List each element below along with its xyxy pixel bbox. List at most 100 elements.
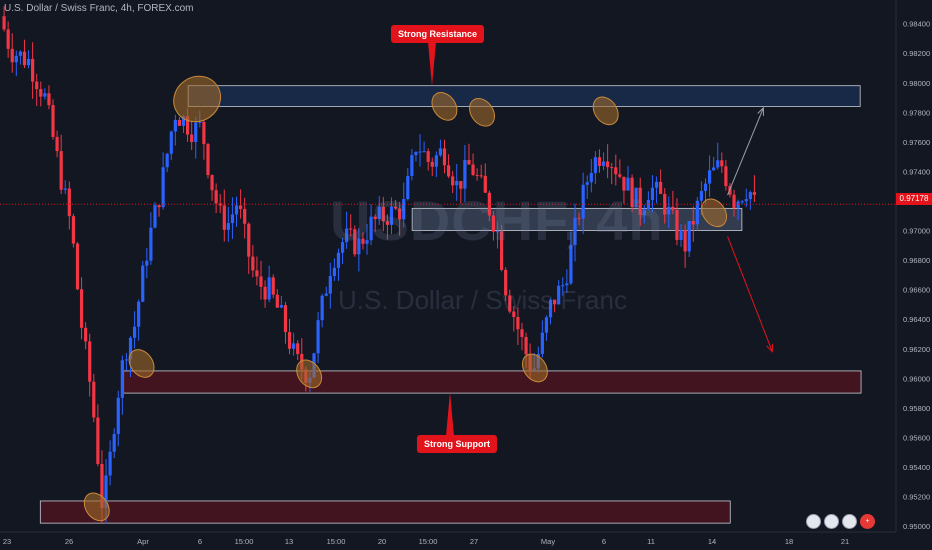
touch-ellipse [128, 349, 155, 378]
time-tick-label: May [541, 537, 555, 546]
candle-body [634, 187, 638, 208]
candle-body [581, 184, 585, 219]
candle-body [455, 181, 459, 186]
candle-body [2, 16, 6, 30]
candle-body [332, 267, 336, 276]
candle-body [336, 252, 341, 268]
candle-body [141, 265, 145, 302]
candle-body [385, 221, 390, 225]
candle-body [707, 170, 712, 184]
candle-body [467, 159, 471, 165]
candle-body [577, 217, 581, 219]
bullish-projection-arrow [727, 107, 764, 196]
candle-body [626, 177, 630, 191]
price-tick-label: 0.95400 [903, 463, 930, 472]
candle-body [410, 155, 414, 176]
candle-body [287, 332, 292, 349]
candle-body [39, 89, 43, 97]
candle-body [35, 81, 39, 90]
candle-body [573, 217, 577, 246]
symbol-title[interactable]: U.S. Dollar / Swiss Franc, 4h, FOREX.com [4, 3, 194, 14]
candle-body [520, 329, 524, 338]
candle-body [247, 223, 251, 257]
candle-body [398, 208, 402, 220]
candle-body [96, 417, 100, 464]
candle-body [565, 283, 569, 286]
candle-body [667, 206, 671, 215]
candle-body [601, 161, 606, 166]
flag-icon[interactable] [806, 514, 821, 529]
candle-body [426, 151, 430, 162]
candle-body [10, 48, 14, 63]
candle-body [544, 317, 549, 333]
candle-body [157, 205, 161, 208]
touch-ellipse [431, 92, 458, 121]
candle-body [716, 160, 720, 168]
candle-body [161, 167, 165, 208]
candle-body [345, 228, 349, 243]
candle-body [63, 188, 67, 190]
candle-body [663, 193, 667, 215]
candle-body [173, 120, 177, 132]
candle-body [495, 231, 500, 233]
candle-body [606, 161, 610, 168]
price-tick-label: 0.97800 [903, 108, 930, 117]
candle-body [59, 151, 63, 190]
candle-body [414, 152, 418, 156]
time-tick-label: 13 [285, 537, 293, 546]
candle-body [88, 341, 92, 382]
candle-body [504, 269, 508, 296]
plus-icon[interactable]: + [860, 514, 875, 529]
candle-body [365, 240, 369, 244]
resistance-pointer [428, 42, 436, 86]
candle-body [463, 159, 467, 189]
candle-body [381, 206, 385, 222]
candle-body [132, 326, 137, 338]
lower-support-zone [39, 500, 731, 524]
candle-body [740, 201, 744, 203]
time-tick-label: 27 [470, 537, 478, 546]
candle-body [650, 187, 655, 200]
candle-body [451, 176, 455, 186]
candle-body [593, 157, 597, 173]
time-tick-label: 15:00 [327, 537, 346, 546]
time-tick-label: 26 [65, 537, 73, 546]
time-tick-label: 6 [602, 537, 606, 546]
candle-body [597, 157, 602, 166]
candle-body [100, 463, 104, 508]
candle-body [357, 238, 361, 255]
touch-ellipse [296, 359, 323, 389]
candle-body [71, 216, 76, 244]
flag-icon[interactable] [824, 514, 839, 529]
candle-body [177, 120, 182, 126]
candle-body [422, 151, 426, 153]
candle-body [561, 285, 565, 287]
candle-body [275, 294, 279, 308]
candle-body [292, 343, 296, 349]
candle-body [190, 134, 194, 142]
time-tick-label: 21 [841, 537, 849, 546]
candle-body [703, 183, 708, 192]
time-axis: 23 26 Apr 6 15:00 13 15:00 20 15:00 27 May 6 11 14 18 2… [3, 537, 849, 546]
candle-body [389, 206, 394, 225]
candle-body [618, 174, 622, 177]
candle-body [654, 181, 659, 188]
candle-body [185, 116, 190, 135]
price-tick-label: 0.97600 [903, 138, 930, 147]
candle-body [22, 51, 27, 66]
strong-support-label: Strong Support [417, 435, 497, 453]
candle-body [43, 93, 47, 97]
candle-body [679, 230, 683, 240]
current-price-tag: 0.97178 [896, 193, 932, 205]
price-tick-label: 0.95200 [903, 493, 930, 502]
touch-ellipse [469, 97, 496, 127]
candle-body [516, 317, 520, 330]
candle-body [499, 231, 504, 270]
price-tick-label: 0.98200 [903, 49, 930, 58]
flag-icon[interactable] [842, 514, 857, 529]
candle-body [320, 295, 324, 321]
touch-ellipse [173, 75, 221, 123]
candle-body [393, 206, 398, 209]
time-tick-label: Apr [137, 537, 149, 546]
